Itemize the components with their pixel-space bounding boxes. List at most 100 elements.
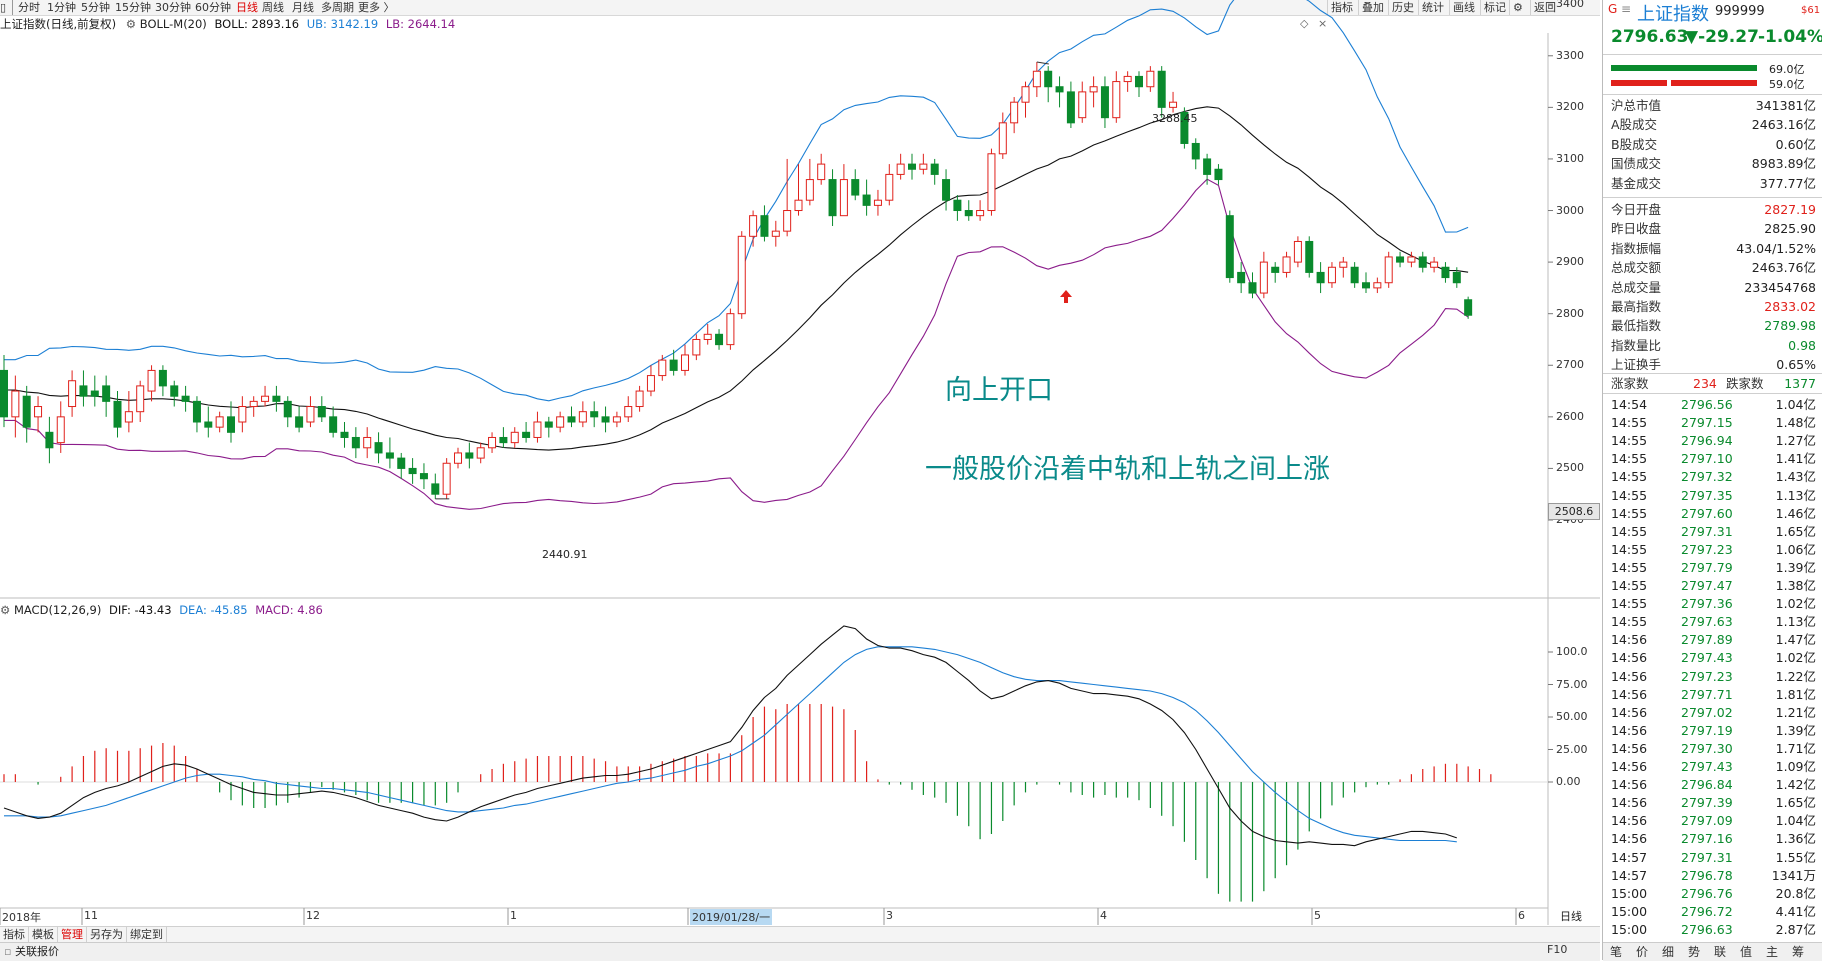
index-code: 999999 bbox=[1715, 4, 1765, 19]
candle bbox=[215, 411, 224, 433]
indicator-gear-icon[interactable]: ⚙ bbox=[125, 17, 137, 31]
candle bbox=[896, 153, 905, 180]
stat-value: 2833.02 bbox=[1764, 299, 1816, 314]
candle bbox=[397, 452, 406, 479]
quote-tab-1[interactable]: 价 bbox=[1635, 945, 1648, 959]
tick-p: 2796.94 bbox=[1681, 433, 1733, 449]
price-tick-label: 3300 bbox=[1556, 48, 1584, 62]
candle bbox=[147, 365, 156, 402]
flow-bar-green bbox=[1611, 65, 1757, 71]
candle bbox=[79, 370, 88, 407]
pct-change: -1.04% bbox=[1758, 27, 1822, 47]
candle bbox=[1293, 236, 1302, 268]
tool-button-3[interactable]: 统计 bbox=[1418, 0, 1447, 15]
status-text[interactable]: 关联报价 bbox=[14, 945, 59, 958]
timeframe-5[interactable]: 60分钟 bbox=[195, 1, 231, 14]
status-bar: ▫ 关联报价 bbox=[0, 942, 1600, 961]
candle bbox=[658, 354, 667, 381]
menu-icon[interactable]: ≡ bbox=[1621, 2, 1632, 16]
candle bbox=[1078, 81, 1087, 123]
tick-p: 2797.39 bbox=[1681, 795, 1733, 811]
diamond-toggle-icon[interactable]: ◇ bbox=[1300, 17, 1309, 30]
quote-tab-3[interactable]: 势 bbox=[1687, 945, 1700, 959]
tool-button-5[interactable]: 标记 bbox=[1480, 0, 1509, 15]
timeframe-2[interactable]: 5分钟 bbox=[81, 1, 110, 14]
candle bbox=[726, 308, 735, 350]
timeframe-10[interactable]: 更多 〉 bbox=[358, 1, 395, 14]
timeframe-4[interactable]: 30分钟 bbox=[155, 1, 191, 14]
tick-p: 2797.60 bbox=[1681, 505, 1733, 521]
tick-row: 15:00 2796.76 20.8亿 bbox=[1611, 885, 1816, 903]
boll-ub-value: UB: 3142.19 bbox=[306, 17, 379, 31]
timeframe-8[interactable]: 月线 bbox=[292, 1, 314, 14]
timeframe-3[interactable]: 15分钟 bbox=[115, 1, 151, 14]
trend-annotation: 一般股价沿着中轨和上轨之间上涨 bbox=[925, 454, 1330, 485]
quote-tab-6[interactable]: 主 bbox=[1765, 945, 1778, 959]
tick-row: 14:55 2796.94 1.27亿 bbox=[1611, 432, 1816, 450]
candle bbox=[533, 411, 542, 443]
tick-vol: 1.48亿 bbox=[1775, 415, 1816, 431]
kline-chart[interactable] bbox=[0, 0, 1600, 925]
macd-gear-icon[interactable]: ⚙ bbox=[0, 603, 11, 617]
timeframe-1[interactable]: 1分钟 bbox=[47, 1, 76, 14]
tick-t: 14:55 bbox=[1611, 451, 1648, 467]
axis-mode-label[interactable]: 日线 bbox=[1560, 910, 1582, 923]
candle bbox=[1327, 262, 1336, 288]
candle bbox=[374, 432, 383, 464]
open-up-annotation: 向上开口 bbox=[945, 375, 1053, 406]
tick-t: 14:55 bbox=[1611, 614, 1648, 630]
tool-button-2[interactable]: 历史 bbox=[1388, 0, 1417, 15]
tick-row: 14:56 2797.43 1.09亿 bbox=[1611, 758, 1816, 776]
panel-toggle-icon[interactable]: ▯ bbox=[0, 0, 13, 15]
candle bbox=[261, 385, 270, 407]
macd-indicator-name[interactable]: MACD(12,26,9) bbox=[13, 603, 102, 617]
stat-value: 377.77亿 bbox=[1759, 175, 1816, 191]
tick-vol: 1.42亿 bbox=[1775, 777, 1816, 793]
tick-row: 14:56 2797.09 1.04亿 bbox=[1611, 812, 1816, 830]
high-marker bbox=[1036, 61, 1049, 65]
tick-t: 14:55 bbox=[1611, 596, 1648, 612]
quote-tab-7[interactable]: 筹 bbox=[1791, 945, 1804, 959]
bottom-tab-2[interactable]: 管理 bbox=[58, 927, 87, 942]
timeframe-6[interactable]: 日线 bbox=[236, 1, 258, 14]
candle bbox=[1271, 262, 1280, 283]
tick-vol: 1.43亿 bbox=[1775, 469, 1816, 485]
candle bbox=[11, 375, 20, 438]
timeframe-0[interactable]: 分时 bbox=[18, 1, 40, 14]
tick-vol: 1.39亿 bbox=[1775, 559, 1816, 575]
stat-row: 指数量比 0.98 bbox=[1611, 336, 1816, 355]
tick-row: 14:56 2797.89 1.47亿 bbox=[1611, 631, 1816, 649]
tool-button-6[interactable]: ⚙ bbox=[1509, 0, 1526, 15]
macd-tick-label: 0.00 bbox=[1556, 775, 1581, 788]
candle bbox=[692, 334, 701, 361]
bottom-tab-4[interactable]: 绑定到 bbox=[127, 927, 167, 942]
quote-tab-0[interactable]: 笔 bbox=[1609, 945, 1622, 959]
quote-tab-2[interactable]: 细 bbox=[1661, 945, 1674, 959]
close-chart-icon[interactable]: × bbox=[1318, 17, 1328, 30]
candle bbox=[1237, 262, 1246, 294]
tool-button-4[interactable]: 画线 bbox=[1449, 0, 1478, 15]
tick-t: 14:56 bbox=[1611, 795, 1648, 811]
timeframe-7[interactable]: 周线 bbox=[262, 1, 284, 14]
stat-value: 8983.89亿 bbox=[1751, 156, 1816, 172]
boll-lb-value: LB: 2644.14 bbox=[385, 17, 456, 31]
quote-tab-5[interactable]: 值 bbox=[1739, 945, 1752, 959]
boll-lb-line bbox=[4, 178, 1469, 510]
bottom-tab-3[interactable]: 另存为 bbox=[87, 927, 127, 942]
candle bbox=[1044, 66, 1053, 103]
bottom-tab-1[interactable]: 模板 bbox=[29, 927, 58, 942]
bottom-tab-0[interactable]: 指标 bbox=[0, 927, 29, 942]
tool-button-0[interactable]: 指标 bbox=[1327, 0, 1356, 15]
macd-tick-label: 25.00 bbox=[1556, 742, 1588, 756]
quote-tab-4[interactable]: 联 bbox=[1713, 945, 1726, 959]
candle bbox=[635, 385, 644, 412]
price-tick-label: 2600 bbox=[1556, 409, 1584, 423]
boll-indicator-name[interactable]: BOLL-M(20) bbox=[139, 17, 207, 31]
f10-button[interactable]: F10 bbox=[1547, 943, 1568, 956]
stat-value: 43.04/1.52% bbox=[1736, 240, 1816, 256]
tick-t: 14:56 bbox=[1611, 686, 1648, 702]
candle bbox=[68, 370, 77, 417]
candle bbox=[170, 380, 179, 407]
tool-button-1[interactable]: 叠加 bbox=[1358, 0, 1387, 15]
timeframe-9[interactable]: 多周期 bbox=[321, 1, 354, 14]
